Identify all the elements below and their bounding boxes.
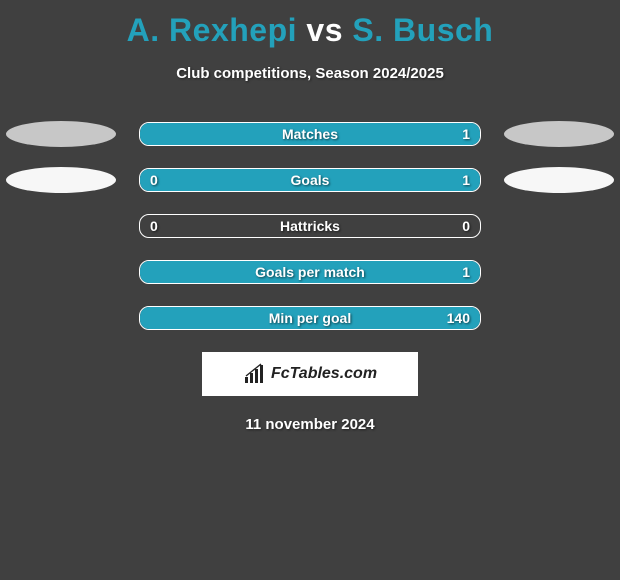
right-ellipse-icon (504, 121, 614, 147)
stat-label: Matches (140, 126, 480, 142)
stat-label: Goals (140, 172, 480, 188)
stat-row: Goals per match1 (0, 260, 620, 284)
stat-bar: Goals0 1 (139, 168, 481, 192)
date-text: 11 november 2024 (0, 416, 620, 433)
stat-value-right: 1 (462, 264, 470, 280)
stat-bar: Matches1 (139, 122, 481, 146)
stat-bar: Hattricks0 0 (139, 214, 481, 238)
stat-value-left: 0 (150, 172, 158, 188)
brand-box[interactable]: FcTables.com (202, 352, 418, 396)
stat-value-right: 1 (462, 172, 470, 188)
stat-label: Hattricks (140, 218, 480, 234)
left-ellipse-icon (6, 121, 116, 147)
stat-bar: Goals per match1 (139, 260, 481, 284)
stat-value-right: 1 (462, 126, 470, 142)
stat-row: Hattricks0 0 (0, 214, 620, 238)
stat-row: Goals0 1 (0, 168, 620, 192)
vs-text: vs (306, 12, 343, 48)
player2-name: S. Busch (352, 12, 493, 48)
stat-row: Min per goal140 (0, 306, 620, 330)
stat-row: Matches1 (0, 122, 620, 146)
player1-name: A. Rexhepi (127, 12, 297, 48)
stat-value-right: 0 (462, 218, 470, 234)
subtitle: Club competitions, Season 2024/2025 (0, 65, 620, 82)
stat-value-right: 140 (447, 310, 470, 326)
stat-bar: Min per goal140 (139, 306, 481, 330)
stats-container: Matches1Goals01Hattricks00Goals per matc… (0, 122, 620, 330)
stat-label: Min per goal (140, 310, 480, 326)
stat-label: Goals per match (140, 264, 480, 280)
stat-value-left: 0 (150, 218, 158, 234)
chart-icon (243, 363, 267, 385)
brand-text: FcTables.com (271, 365, 377, 383)
left-ellipse-icon (6, 167, 116, 193)
right-ellipse-icon (504, 167, 614, 193)
comparison-title: A. Rexhepi vs S. Busch (0, 0, 620, 49)
